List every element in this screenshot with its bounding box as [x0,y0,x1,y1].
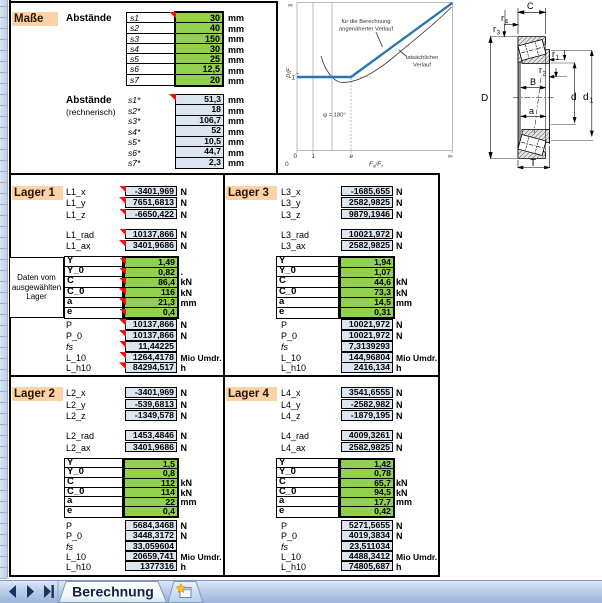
svg-text:F: F [369,161,374,168]
svg-text:∞: ∞ [448,153,453,160]
svg-text:D: D [481,93,488,104]
svg-text:P/F: P/F [286,67,293,78]
svg-text:ψ = 180°: ψ = 180° [323,113,346,119]
svg-text:r: r [539,65,542,75]
svg-text:r: r [493,24,496,34]
svg-text:∞: ∞ [288,2,293,9]
svg-text:d: d [583,92,589,103]
svg-text:4: 4 [505,19,509,26]
svg-text:Berechnung: Berechnung [72,584,154,600]
svg-text:angenäherter Verlauf: angenäherter Verlauf [339,27,394,33]
svg-text:C: C [527,1,534,11]
svg-text:Verlauf: Verlauf [413,63,431,69]
svg-text:1: 1 [556,55,560,62]
svg-text:T: T [530,158,536,169]
svg-text:1: 1 [292,75,296,82]
svg-text:B: B [530,77,536,87]
svg-text:für die Berechnung: für die Berechnung [342,19,391,25]
svg-text:1: 1 [590,98,594,105]
svg-text:e: e [350,153,354,160]
svg-text:r: r [295,72,300,74]
svg-text:tatsächlicher: tatsächlicher [406,55,439,61]
svg-text:a: a [373,164,376,169]
svg-text:0: 0 [294,153,298,160]
svg-text:3: 3 [497,30,501,37]
svg-text:a: a [529,106,534,116]
svg-text:1: 1 [312,153,316,160]
svg-text:/F: /F [375,161,383,168]
svg-text:0: 0 [285,161,289,168]
svg-text:d: d [571,92,577,103]
svg-text:2: 2 [543,71,547,78]
svg-text:r: r [552,49,555,59]
svg-text:r: r [382,164,384,169]
svg-text:r: r [501,13,504,23]
